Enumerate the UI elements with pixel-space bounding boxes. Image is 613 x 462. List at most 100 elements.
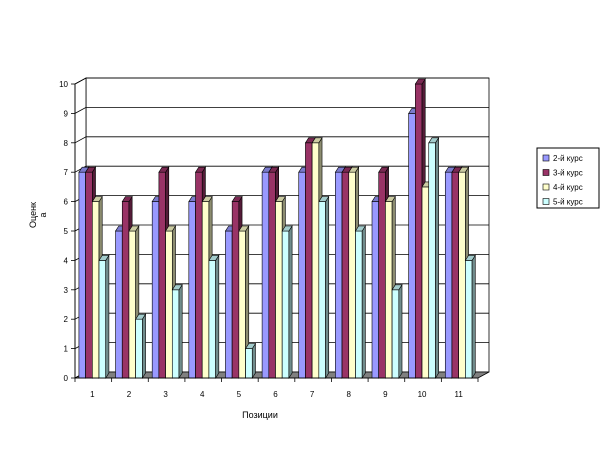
bar-front	[135, 318, 143, 379]
bar-front	[341, 171, 350, 379]
bar-front	[298, 171, 306, 379]
bar-top	[238, 225, 250, 232]
bar	[318, 195, 330, 380]
bar-top	[194, 166, 206, 173]
bar	[354, 224, 366, 380]
legend: 2-й курс 3-й курс 4-й курс 5-й курс	[536, 147, 600, 209]
bar-front	[428, 142, 436, 379]
y-tick-label: 9	[64, 109, 69, 118]
x-tick-label: 11	[455, 390, 464, 399]
bar-top	[354, 225, 366, 232]
bar-front	[245, 348, 253, 379]
y-tick-label: 4	[64, 256, 69, 265]
bar-front	[311, 142, 320, 379]
x-tick-label: 6	[273, 390, 278, 399]
y-tick-label: 10	[59, 80, 68, 89]
bar-front	[465, 260, 473, 379]
bar	[281, 224, 293, 380]
bar-top	[231, 196, 243, 202]
legend-swatch	[542, 169, 550, 176]
bar-front	[85, 171, 93, 379]
bar-side	[178, 283, 183, 380]
bar	[391, 283, 403, 380]
bar-front	[151, 201, 160, 379]
x-tick-label: 9	[383, 390, 388, 399]
bar-top	[121, 196, 133, 202]
bar-top	[428, 137, 440, 144]
bar-side	[325, 195, 330, 380]
bar-front	[158, 171, 166, 379]
y-axis-label: Оценка	[28, 202, 48, 228]
bar	[208, 254, 220, 380]
bar-top	[281, 225, 293, 232]
bar-top	[391, 284, 403, 291]
gridline	[74, 136, 489, 144]
bar-front	[408, 113, 416, 379]
x-tick-label: 2	[127, 390, 132, 399]
bar-front	[115, 230, 123, 379]
bar-top	[378, 166, 390, 173]
bar-front	[128, 230, 136, 379]
x-tick-label: 8	[347, 390, 352, 399]
bar-side	[361, 224, 366, 380]
legend-swatch	[542, 154, 550, 162]
bar-top	[201, 196, 213, 202]
bar-front	[275, 201, 283, 379]
bar-front	[371, 201, 380, 379]
bar-top	[458, 166, 470, 173]
bar-top	[128, 225, 140, 232]
bar	[464, 254, 476, 380]
bar-front	[201, 201, 210, 379]
bar	[245, 342, 257, 380]
x-tick-label: 7	[310, 390, 315, 399]
bar-front	[378, 171, 386, 379]
bar	[428, 136, 440, 380]
y-tick-label: 8	[64, 139, 69, 148]
bar-front	[92, 201, 100, 379]
bar-front	[165, 230, 173, 379]
bar-side	[215, 254, 220, 380]
bar-top	[171, 284, 183, 291]
bar-front	[195, 171, 203, 379]
legend-swatch	[542, 198, 550, 205]
bar-front	[415, 83, 423, 379]
bar	[135, 313, 147, 380]
bar-front	[225, 230, 233, 379]
bar-top	[318, 196, 330, 202]
bar-side	[142, 313, 146, 380]
bar-top	[414, 78, 426, 85]
x-tick-label: 3	[163, 390, 168, 399]
bar-side	[435, 136, 439, 380]
bar-side	[105, 254, 110, 380]
x-axis-label: Позиции	[242, 410, 278, 420]
bar-front	[355, 230, 363, 379]
bar-front	[444, 171, 453, 379]
legend-label: 4-й курс	[553, 183, 583, 192]
x-tick-label: 1	[90, 390, 95, 399]
x-tick-labels: 1 2 3 4 5 6 7 8 9 10 11	[74, 378, 479, 399]
x-tick-label: 4	[200, 390, 205, 399]
legend-label: 5-й курс	[553, 198, 583, 207]
bar-top	[384, 196, 396, 202]
bar-front	[171, 289, 180, 379]
bars-group	[78, 77, 476, 380]
y-tick-labels: 0 1 2 3 4 5 6 7 8 9 10	[59, 80, 75, 383]
bar-top	[245, 343, 257, 349]
bar-front	[238, 230, 246, 379]
bar-front	[305, 142, 313, 379]
bar-top	[165, 225, 177, 232]
bar-front	[421, 186, 430, 379]
bar-front	[458, 171, 466, 379]
bar-front	[188, 201, 196, 379]
bar-side	[471, 254, 476, 380]
bar-front	[208, 260, 216, 379]
bar-top	[98, 255, 110, 261]
y-tick-label: 1	[64, 345, 69, 354]
bar-side	[288, 224, 293, 380]
bar-side	[398, 283, 403, 380]
bar-front	[281, 230, 290, 379]
bar-top	[85, 166, 97, 173]
y-tick-label: 5	[64, 227, 69, 236]
